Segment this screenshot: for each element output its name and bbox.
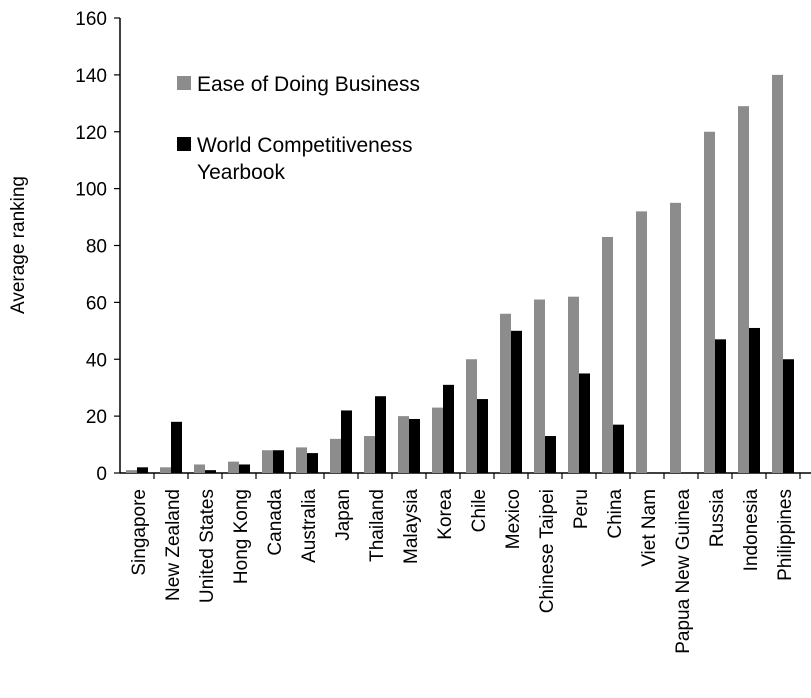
bar-world-competitiveness-yearbook-hong-kong xyxy=(239,464,250,473)
y-tick-label: 80 xyxy=(86,237,107,258)
x-tick-label-china: China xyxy=(605,489,626,539)
bar-world-competitiveness-yearbook-chinese-taipei xyxy=(545,436,556,473)
bar-world-competitiveness-yearbook-singapore xyxy=(137,467,148,473)
x-tick-label-malaysia: Malaysia xyxy=(401,489,422,564)
bar-world-competitiveness-yearbook-peru xyxy=(579,373,590,473)
bar-world-competitiveness-yearbook-mexico xyxy=(511,330,522,473)
x-tick-label-thailand: Thailand xyxy=(367,489,388,562)
y-tick-label: 20 xyxy=(86,407,107,428)
y-tick-label: 140 xyxy=(75,66,107,87)
y-axis: 0 20 40 60 80 100 120 140 160 xyxy=(75,9,121,485)
x-tick-label-chile: Chile xyxy=(469,489,490,532)
bar-ease-of-doing-business-malaysia xyxy=(398,416,409,473)
bar-ease-of-doing-business-australia xyxy=(296,447,307,473)
bar-ease-of-doing-business-united-states xyxy=(194,464,205,473)
category-labels: Singapore New Zealand United States Hong Ko… xyxy=(129,489,796,654)
bar-ease-of-doing-business-china xyxy=(602,236,613,473)
bar-world-competitiveness-yearbook-indonesia xyxy=(749,327,760,473)
x-tick-label-russia: Russia xyxy=(707,489,728,548)
x-tick-label-indonesia: Indonesia xyxy=(741,489,762,572)
bar-ease-of-doing-business-chinese-taipei xyxy=(534,299,545,473)
y-tick-label: 60 xyxy=(86,293,107,314)
x-tick-label-hong-kong: Hong Kong xyxy=(231,489,252,584)
x-tick-label-viet-nam: Viet Nam xyxy=(639,489,660,567)
x-tick-label-japan: Japan xyxy=(333,489,354,541)
bar-ease-of-doing-business-philippines xyxy=(772,74,783,473)
bar-world-competitiveness-yearbook-australia xyxy=(307,453,318,473)
bar-world-competitiveness-yearbook-canada xyxy=(273,450,284,473)
bar-world-competitiveness-yearbook-korea xyxy=(443,384,454,473)
x-tick-label-new-zealand: New Zealand xyxy=(163,489,184,601)
bar-ease-of-doing-business-mexico xyxy=(500,313,511,473)
x-tick-label-united-states: United States xyxy=(197,489,218,603)
legend: Ease of Doing Business World Competitive… xyxy=(177,73,420,184)
bar-ease-of-doing-business-japan xyxy=(330,438,341,473)
bar-ease-of-doing-business-hong-kong xyxy=(228,461,239,473)
x-tick-label-korea: Korea xyxy=(435,489,456,540)
x-tick-label-canada: Canada xyxy=(265,489,286,556)
bar-ease-of-doing-business-chile xyxy=(466,359,477,473)
x-tick-label-papua-new-guinea: Papua New Guinea xyxy=(673,489,694,654)
y-tick-label: 120 xyxy=(75,123,107,144)
bar-ease-of-doing-business-thailand xyxy=(364,436,375,473)
bar-world-competitiveness-yearbook-philippines xyxy=(783,359,794,473)
bar-world-competitiveness-yearbook-united-states xyxy=(205,470,216,473)
bar-world-competitiveness-yearbook-new-zealand xyxy=(171,421,182,473)
legend-swatch-ease-of-doing-business xyxy=(177,76,191,90)
bar-ease-of-doing-business-viet-nam xyxy=(636,211,647,473)
x-tick-label-mexico: Mexico xyxy=(503,489,524,549)
bar-ease-of-doing-business-korea xyxy=(432,407,443,473)
bar-world-competitiveness-yearbook-russia xyxy=(715,339,726,473)
legend-label-ease-of-doing-business: Ease of Doing Business xyxy=(197,73,420,96)
bar-ease-of-doing-business-russia xyxy=(704,131,715,473)
x-tick-label-australia: Australia xyxy=(299,489,320,563)
bars xyxy=(126,74,794,473)
bar-world-competitiveness-yearbook-malaysia xyxy=(409,418,420,473)
x-tick-label-chinese-taipei: Chinese Taipei xyxy=(537,489,558,613)
bar-world-competitiveness-yearbook-japan xyxy=(341,410,352,473)
y-tick-label: 160 xyxy=(75,9,107,30)
x-axis xyxy=(120,472,811,479)
bar-ease-of-doing-business-peru xyxy=(568,296,579,473)
bar-world-competitiveness-yearbook-chile xyxy=(477,399,488,473)
bar-ease-of-doing-business-new-zealand xyxy=(160,467,171,473)
y-axis-label: Average ranking xyxy=(8,176,29,314)
legend-swatch-world-competitiveness-yearbook xyxy=(177,137,191,151)
legend-label-world-competitiveness-yearbook: World Competitiveness Yearbook xyxy=(197,134,413,184)
bar-ease-of-doing-business-papua-new-guinea xyxy=(670,202,681,473)
bar-world-competitiveness-yearbook-thailand xyxy=(375,396,386,473)
x-tick-label-philippines: Philippines xyxy=(775,489,796,581)
y-tick-label: 0 xyxy=(96,464,107,485)
x-tick-label-peru: Peru xyxy=(571,489,592,529)
bar-ease-of-doing-business-indonesia xyxy=(738,106,749,473)
y-tick-label: 40 xyxy=(86,350,107,371)
bar-ease-of-doing-business-canada xyxy=(262,450,273,473)
bar-ease-of-doing-business-singapore xyxy=(126,470,137,473)
y-tick-label: 100 xyxy=(75,180,107,201)
x-tick-label-singapore: Singapore xyxy=(129,489,150,576)
bar-world-competitiveness-yearbook-china xyxy=(613,424,624,473)
